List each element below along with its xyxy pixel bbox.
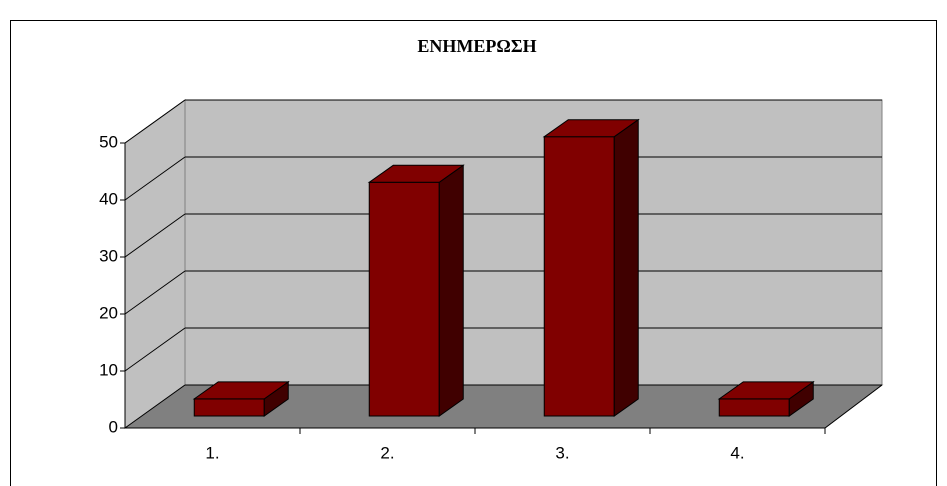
- y-tick-label: 10: [99, 360, 118, 379]
- back-wall: [184, 99, 883, 386]
- y-tick-label: 0: [109, 417, 118, 436]
- bar-top: [542, 119, 640, 138]
- x-tick-label: 3.: [555, 443, 569, 462]
- grid-line: [124, 384, 186, 429]
- bar-top: [367, 164, 465, 183]
- grid-line: [124, 156, 186, 201]
- y-tick-label: 30: [99, 246, 118, 265]
- floor-edge: [824, 384, 883, 429]
- chart-title: ΕΝΗΜΕΡΩΣΗ: [417, 36, 536, 56]
- bar-side: [438, 164, 464, 417]
- y-tick-label: 20: [99, 303, 118, 322]
- bar-top: [192, 381, 290, 400]
- x-tick-label: 4.: [730, 443, 744, 462]
- grid-line: [124, 213, 186, 258]
- grid-line: [124, 99, 186, 144]
- side-wall: [124, 99, 186, 429]
- y-tick-label: 40: [99, 189, 118, 208]
- bar: [718, 398, 790, 417]
- bar: [368, 181, 440, 417]
- grid-line: [124, 327, 186, 372]
- grid-line: [124, 270, 186, 315]
- x-tick-label: 2.: [380, 443, 394, 462]
- bar-side: [613, 118, 639, 417]
- bar: [543, 136, 615, 417]
- x-tick-label: 1.: [205, 443, 219, 462]
- bar-top: [717, 381, 815, 400]
- bar: [193, 398, 265, 417]
- y-tick-label: 50: [99, 132, 118, 151]
